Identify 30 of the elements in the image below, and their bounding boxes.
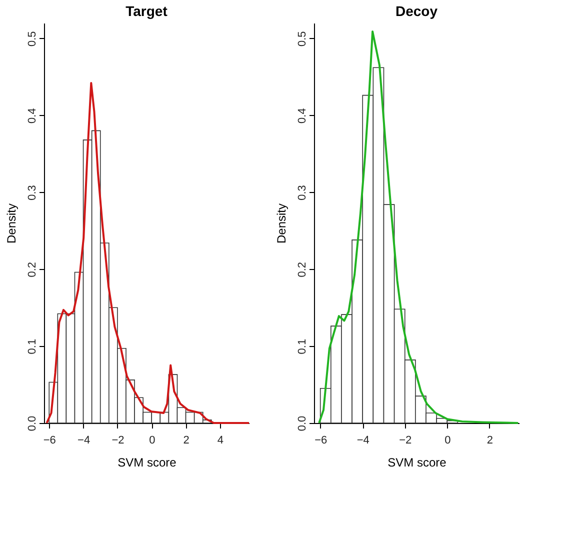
x-tick-label: −4: [356, 434, 370, 446]
y-tick-label: 0.5: [26, 31, 38, 47]
y-axis-title: Density: [4, 203, 18, 244]
x-tick-label: −2: [399, 434, 412, 446]
x-tick-label: −2: [112, 434, 124, 446]
chart-title: Target: [126, 3, 168, 19]
x-tick-label: 4: [217, 434, 224, 446]
x-axis-title: SVM score: [388, 456, 447, 470]
x-tick-label: −6: [314, 434, 328, 446]
y-tick-label: 0.2: [296, 262, 308, 278]
y-tick-label: 0.0: [26, 416, 38, 432]
y-tick-label: 0.5: [296, 31, 308, 47]
y-tick-label: 0.3: [26, 185, 38, 200]
y-tick-label: 0.0: [296, 416, 308, 432]
y-tick-label: 0.1: [296, 338, 308, 354]
y-axis-title: Density: [274, 203, 288, 244]
x-tick-label: 0: [444, 434, 451, 446]
y-tick-label: 0.2: [26, 262, 38, 278]
x-tick-label: 2: [183, 434, 190, 446]
y-tick-label: 0.1: [26, 338, 38, 354]
x-axis-title: SVM score: [118, 456, 177, 470]
x-tick-label: −4: [78, 434, 90, 446]
line-series: [318, 30, 520, 424]
x-tick-label: 2: [486, 434, 493, 446]
x-tick-label: 0: [149, 434, 156, 446]
y-tick-label: 0.3: [296, 185, 308, 200]
x-tick-label: −6: [43, 434, 56, 446]
y-tick-label: 0.4: [296, 108, 308, 124]
chart-title: Decoy: [395, 3, 438, 19]
y-tick-label: 0.4: [26, 108, 38, 124]
